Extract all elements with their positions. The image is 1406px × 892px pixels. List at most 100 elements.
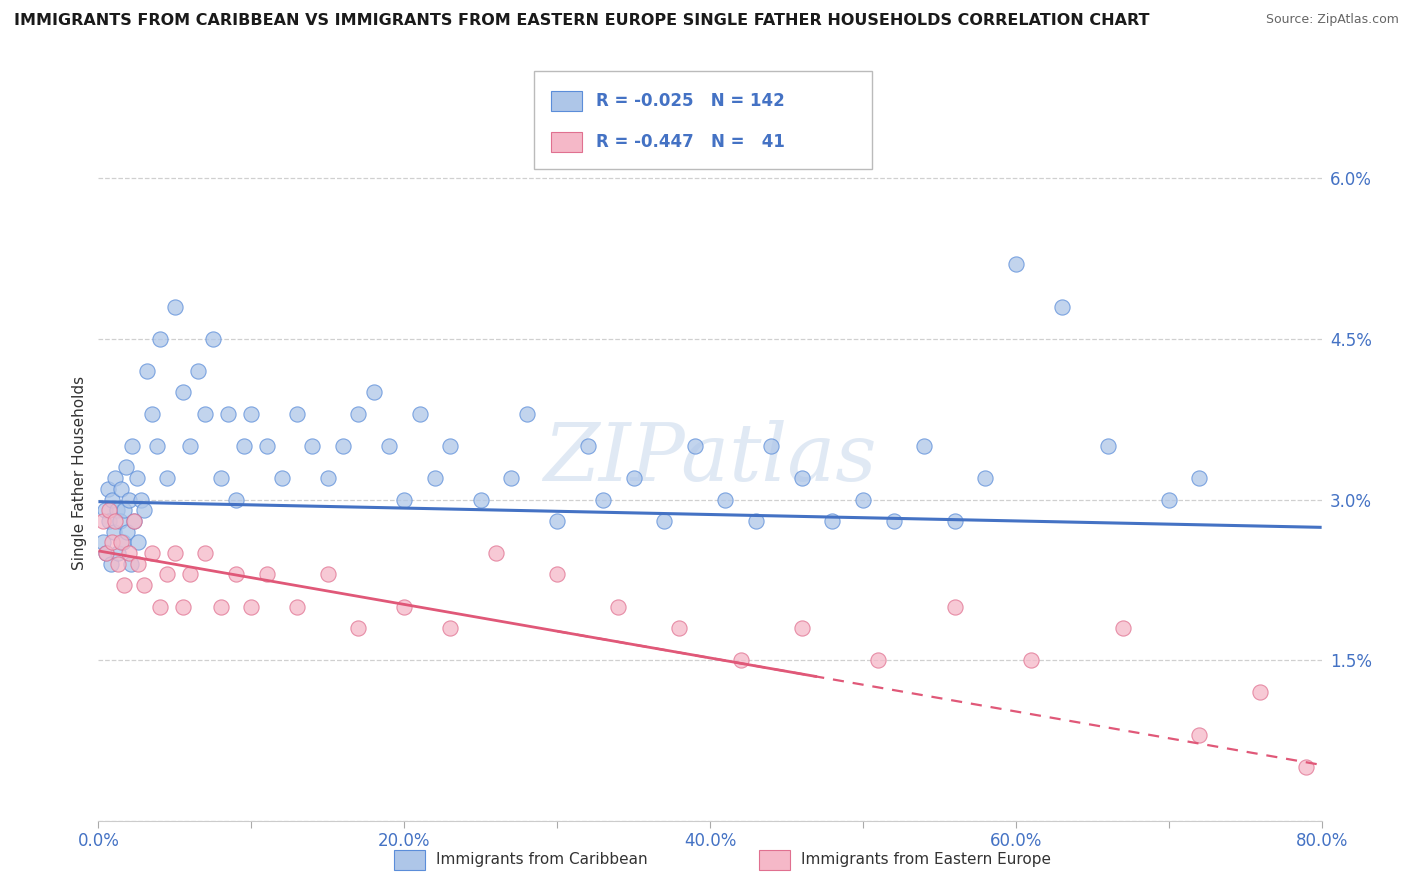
Point xyxy=(852,492,875,507)
Point xyxy=(943,599,966,614)
Point xyxy=(129,492,152,507)
Point xyxy=(1157,492,1180,507)
Point xyxy=(256,567,278,582)
Point xyxy=(107,557,129,571)
Point xyxy=(149,332,172,346)
Point xyxy=(225,567,247,582)
Point xyxy=(122,514,145,528)
Point xyxy=(118,492,141,507)
Point xyxy=(91,535,114,549)
Y-axis label: Single Father Households: Single Father Households xyxy=(72,376,87,570)
Point xyxy=(316,471,339,485)
Point xyxy=(101,535,124,549)
Point xyxy=(883,514,905,528)
Point xyxy=(120,557,142,571)
Point xyxy=(194,407,217,421)
Point xyxy=(1188,728,1211,742)
Point xyxy=(943,514,966,528)
Point xyxy=(163,546,186,560)
Point xyxy=(1097,439,1119,453)
Text: IMMIGRANTS FROM CARIBBEAN VS IMMIGRANTS FROM EASTERN EUROPE SINGLE FATHER HOUSEH: IMMIGRANTS FROM CARIBBEAN VS IMMIGRANTS … xyxy=(14,13,1150,29)
Point xyxy=(301,439,323,453)
Point xyxy=(1112,621,1135,635)
Point xyxy=(110,482,132,496)
Point xyxy=(156,471,179,485)
Point xyxy=(240,407,263,421)
Point xyxy=(683,439,706,453)
Point xyxy=(576,439,599,453)
Point xyxy=(225,492,247,507)
Point xyxy=(546,514,568,528)
Point xyxy=(121,439,143,453)
Point xyxy=(108,514,131,528)
Point xyxy=(652,514,675,528)
Point xyxy=(392,492,416,507)
Point xyxy=(285,599,308,614)
Point xyxy=(156,567,179,582)
Point xyxy=(104,471,127,485)
Point xyxy=(172,599,194,614)
Point xyxy=(821,514,844,528)
Point xyxy=(105,503,128,517)
Point xyxy=(592,492,614,507)
Point xyxy=(127,535,149,549)
Point xyxy=(122,514,145,528)
Point xyxy=(98,514,121,528)
Point xyxy=(103,524,125,539)
Point xyxy=(91,514,114,528)
Point xyxy=(285,407,308,421)
Point xyxy=(790,471,813,485)
Point xyxy=(745,514,768,528)
Point xyxy=(546,567,568,582)
Point xyxy=(172,385,194,400)
Point xyxy=(256,439,278,453)
Point xyxy=(101,492,124,507)
Point xyxy=(110,535,132,549)
Point xyxy=(316,567,339,582)
Point xyxy=(392,599,416,614)
Point xyxy=(347,407,370,421)
Point xyxy=(163,300,186,314)
Point xyxy=(100,557,122,571)
Point xyxy=(1004,257,1026,271)
Point xyxy=(668,621,690,635)
Point xyxy=(270,471,294,485)
Point xyxy=(470,492,492,507)
Point xyxy=(974,471,997,485)
Point xyxy=(134,578,156,592)
Point xyxy=(232,439,254,453)
Point xyxy=(240,599,263,614)
Point xyxy=(790,621,813,635)
Point xyxy=(439,439,461,453)
Point xyxy=(730,653,752,667)
Point xyxy=(423,471,446,485)
Point xyxy=(439,621,461,635)
Point xyxy=(136,364,159,378)
Point xyxy=(112,578,135,592)
Point xyxy=(363,385,385,400)
Point xyxy=(378,439,401,453)
Point xyxy=(141,407,163,421)
Point xyxy=(209,599,232,614)
Text: ZIPatlas: ZIPatlas xyxy=(543,420,877,498)
Point xyxy=(501,471,523,485)
Point xyxy=(115,460,138,475)
Point xyxy=(607,599,630,614)
Text: Immigrants from Eastern Europe: Immigrants from Eastern Europe xyxy=(801,853,1052,867)
Point xyxy=(134,503,156,517)
Point xyxy=(141,546,163,560)
Point xyxy=(868,653,890,667)
Point xyxy=(194,546,217,560)
Point xyxy=(94,546,117,560)
Point xyxy=(117,524,139,539)
Point xyxy=(107,546,129,560)
Point xyxy=(179,567,201,582)
Point xyxy=(118,546,141,560)
Point xyxy=(714,492,737,507)
Point xyxy=(127,557,149,571)
Point xyxy=(97,482,120,496)
Point xyxy=(1295,760,1317,774)
Point xyxy=(1019,653,1042,667)
Point xyxy=(149,599,172,614)
Point xyxy=(125,471,148,485)
